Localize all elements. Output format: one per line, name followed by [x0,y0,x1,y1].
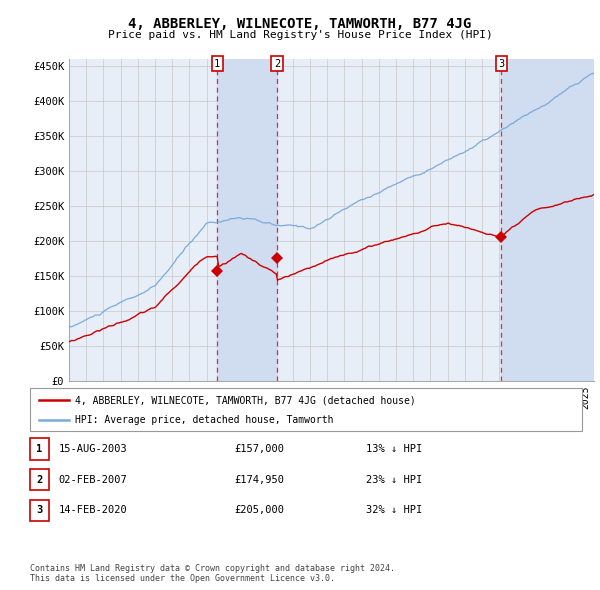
Text: £174,950: £174,950 [234,475,284,484]
Text: 15-AUG-2003: 15-AUG-2003 [59,444,128,454]
Text: 2: 2 [37,475,43,484]
Text: 32% ↓ HPI: 32% ↓ HPI [366,506,422,515]
Bar [502,59,594,381]
Text: Price paid vs. HM Land Registry's House Price Index (HPI): Price paid vs. HM Land Registry's House … [107,30,493,40]
Text: 14-FEB-2020: 14-FEB-2020 [59,506,128,515]
Text: 23% ↓ HPI: 23% ↓ HPI [366,475,422,484]
Text: HPI: Average price, detached house, Tamworth: HPI: Average price, detached house, Tamw… [75,415,334,425]
Text: 4, ABBERLEY, WILNECOTE, TAMWORTH, B77 4JG: 4, ABBERLEY, WILNECOTE, TAMWORTH, B77 4J… [128,17,472,31]
Text: 2: 2 [274,59,280,69]
Text: 3: 3 [37,506,43,515]
Text: Contains HM Land Registry data © Crown copyright and database right 2024.
This d: Contains HM Land Registry data © Crown c… [30,563,395,583]
Text: 1: 1 [37,444,43,454]
Text: 4, ABBERLEY, WILNECOTE, TAMWORTH, B77 4JG (detached house): 4, ABBERLEY, WILNECOTE, TAMWORTH, B77 4J… [75,395,416,405]
Text: 1: 1 [214,59,220,69]
Text: 02-FEB-2007: 02-FEB-2007 [59,475,128,484]
Text: £205,000: £205,000 [234,506,284,515]
Text: 3: 3 [498,59,505,69]
Bar [217,59,277,381]
Text: 13% ↓ HPI: 13% ↓ HPI [366,444,422,454]
Text: £157,000: £157,000 [234,444,284,454]
